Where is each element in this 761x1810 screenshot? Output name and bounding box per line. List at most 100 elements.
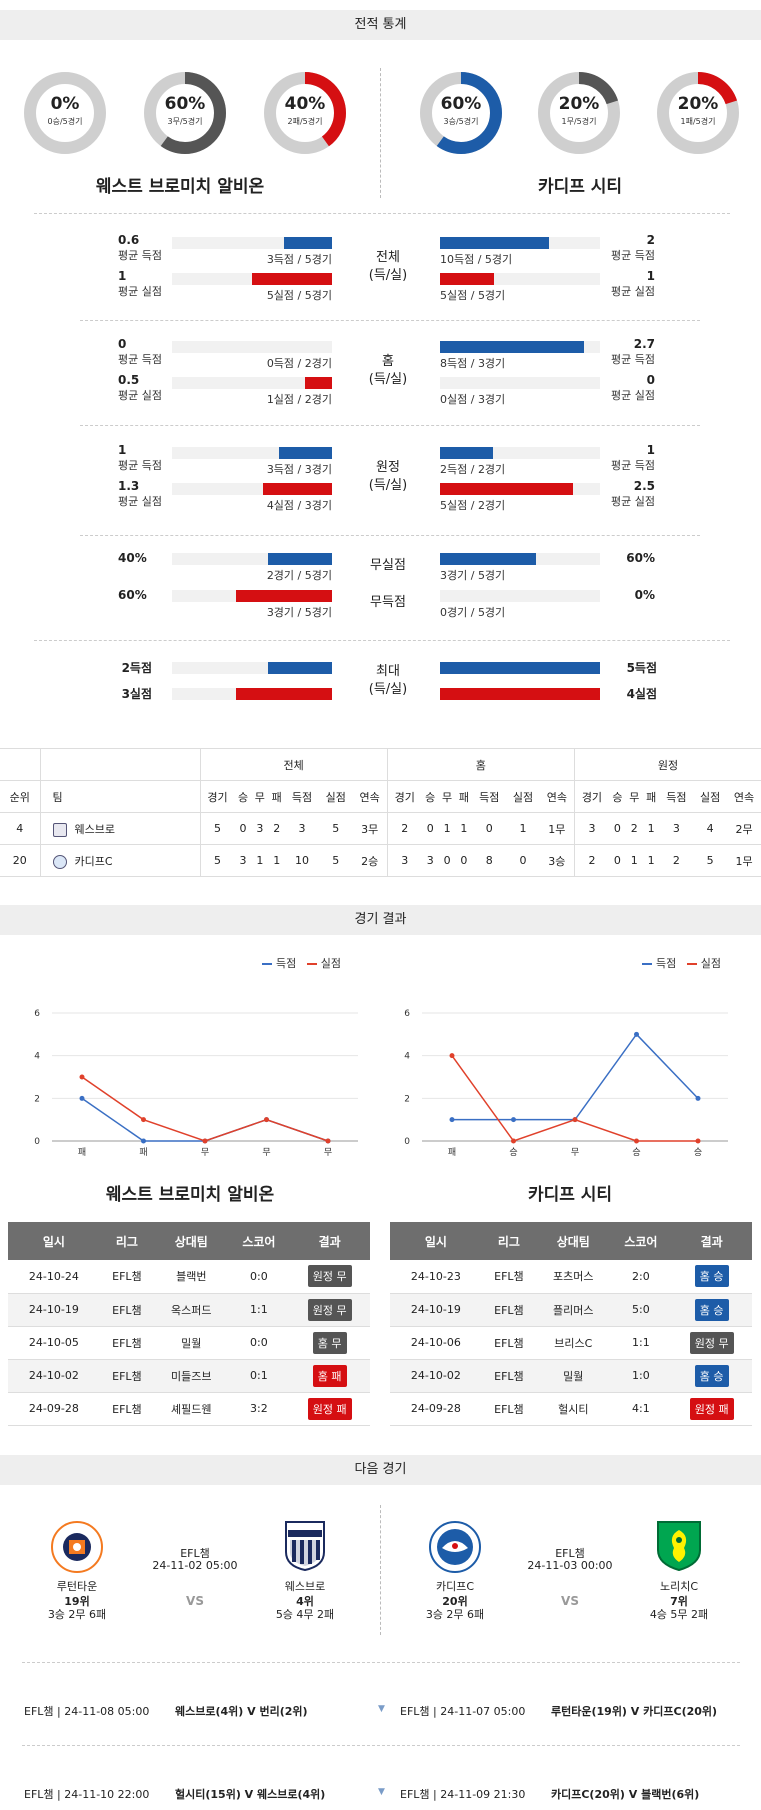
away-bar xyxy=(440,483,573,495)
stat-cell: 5 xyxy=(200,812,235,845)
stat-cell: 2 xyxy=(387,812,422,845)
group-home: 홈 xyxy=(387,748,575,781)
col-header: 실점 xyxy=(506,780,540,813)
team1-rank: 20위 xyxy=(442,1595,468,1608)
legend-concede: 실점 xyxy=(700,957,721,970)
bar-track xyxy=(440,590,600,602)
away-caption: 2득점 / 2경기 xyxy=(440,463,506,476)
home-caption: 1실점 / 2경기 xyxy=(266,393,332,406)
stat-cell: 1 xyxy=(642,844,660,877)
col-header: 상대팀 xyxy=(154,1222,229,1260)
league: EFL챔 xyxy=(481,1326,537,1360)
stat-cell: 2 xyxy=(574,844,609,877)
home-label: 평균 실점 xyxy=(118,389,162,402)
donut-percent: 20% xyxy=(558,94,600,114)
y-tick-label: 6 xyxy=(34,1009,40,1019)
away-value: 60% xyxy=(626,551,655,565)
opponent: 옥스퍼드 xyxy=(154,1293,229,1327)
result-badge: 홈 승 xyxy=(694,1298,729,1321)
col-header: 일시 xyxy=(390,1222,482,1260)
series-point xyxy=(141,1117,146,1123)
team2-record: 5승 4무 2패 xyxy=(275,1608,335,1621)
group-away: 원정 xyxy=(574,748,761,781)
home-value: 2득점 xyxy=(121,661,152,675)
home-label: 평균 실점 xyxy=(118,495,162,508)
col-header: 일시 xyxy=(8,1222,100,1260)
fixture-teams[interactable]: 헐시티(15위) V 웨스브로(4위) xyxy=(175,1788,326,1801)
divider xyxy=(80,535,700,536)
y-tick-label: 2 xyxy=(404,1094,410,1104)
home-bar xyxy=(236,590,332,602)
opponent: 밀월 xyxy=(536,1359,611,1393)
away-bar xyxy=(440,688,600,700)
home-bar xyxy=(252,273,332,285)
away-value: 1 xyxy=(646,443,655,457)
col-header: 득점 xyxy=(472,780,507,813)
col-header: 승 xyxy=(234,780,252,813)
stat-cell: 5 xyxy=(318,812,353,845)
opponent: 블랙번 xyxy=(154,1260,229,1294)
score: 1:0 xyxy=(610,1359,672,1393)
y-tick-label: 0 xyxy=(404,1137,410,1147)
compare-label: 전체 (득/실) xyxy=(368,250,408,283)
home-bar xyxy=(268,553,332,565)
stat-cell: 5 xyxy=(318,844,353,877)
result-badge: 홈 승 xyxy=(694,1364,729,1387)
donut-ring xyxy=(144,72,226,154)
donut-chart: 0% 0승/5경기 xyxy=(22,70,108,156)
donut-ring xyxy=(24,72,106,154)
series-point xyxy=(511,1117,516,1123)
stat-cell: 3 xyxy=(387,844,422,877)
rank: 4 xyxy=(0,812,41,845)
table-row: 24-10-23 EFL챔 포츠머스 2:0 홈 승 xyxy=(390,1260,752,1294)
team2-name: 웨스브로 xyxy=(284,1580,326,1593)
group-all: 전체 xyxy=(200,748,388,781)
match-date: 24-10-02 xyxy=(390,1359,482,1393)
team2-name: 노리치C xyxy=(659,1580,699,1593)
table-row: 24-10-24 EFL챔 블랙번 0:0 원정 무 xyxy=(8,1260,370,1294)
fixture-info: EFL챔 | 24-11-08 05:00 xyxy=(24,1705,150,1718)
away-value: 1 xyxy=(646,269,655,283)
stat-cell: 2무 xyxy=(727,812,761,845)
rank: 20 xyxy=(0,844,41,877)
stat-cell: 3 xyxy=(421,844,439,877)
fixture-teams[interactable]: 루턴타운(19위) V 카디프C(20위) xyxy=(551,1705,718,1718)
score: 1:1 xyxy=(610,1326,672,1360)
col-header: 무 xyxy=(251,780,269,813)
donut-ring xyxy=(538,72,620,154)
home-caption: 5실점 / 5경기 xyxy=(266,289,332,302)
y-tick-label: 6 xyxy=(404,1009,410,1019)
series-point xyxy=(325,1138,331,1144)
series-line xyxy=(81,1076,329,1142)
result-badge: 홈 무 xyxy=(312,1331,347,1354)
team1-name: 루턴타운 xyxy=(56,1580,98,1593)
fixture-teams[interactable]: 카디프C(20위) V 블랙번(6위) xyxy=(551,1788,700,1801)
home-caption: 0득점 / 2경기 xyxy=(266,357,332,370)
col-header: 리그 xyxy=(99,1222,155,1260)
west-brom-logo-icon xyxy=(285,1521,325,1572)
fixture-teams[interactable]: 웨스브로(4위) V 번리(2위) xyxy=(175,1705,308,1718)
team2-rank: 4위 xyxy=(296,1595,314,1608)
stat-cell: 10 xyxy=(285,844,319,877)
team-badge-icon xyxy=(52,822,67,837)
col-header: 실점 xyxy=(693,780,728,813)
home-label: 평균 실점 xyxy=(118,285,162,298)
compare-label: 무실점 xyxy=(370,558,406,573)
away-caption: 0경기 / 5경기 xyxy=(440,606,506,619)
x-tick-label: 무 xyxy=(324,1147,332,1158)
home-bar xyxy=(268,662,332,674)
result-badge: 원정 무 xyxy=(307,1265,352,1288)
away-bar xyxy=(440,341,584,353)
away-caption: 5실점 / 2경기 xyxy=(440,499,506,512)
series-point xyxy=(79,1095,85,1101)
divider xyxy=(380,1505,381,1635)
bar-track xyxy=(172,377,332,389)
y-tick-label: 4 xyxy=(34,1052,40,1062)
col-header: 리그 xyxy=(481,1222,537,1260)
luton-logo-icon xyxy=(51,1521,103,1573)
stat-cell: 3 xyxy=(574,812,609,845)
table-row: 20 카디프C 5 3 1 1 10 5 2승 3 3 0 0 8 0 3승 2 0 1 1 2 5 1무 xyxy=(0,844,761,877)
score: 2:0 xyxy=(610,1260,672,1294)
home-label: 평균 득점 xyxy=(118,459,162,472)
stat-cell: 0 xyxy=(438,844,456,877)
